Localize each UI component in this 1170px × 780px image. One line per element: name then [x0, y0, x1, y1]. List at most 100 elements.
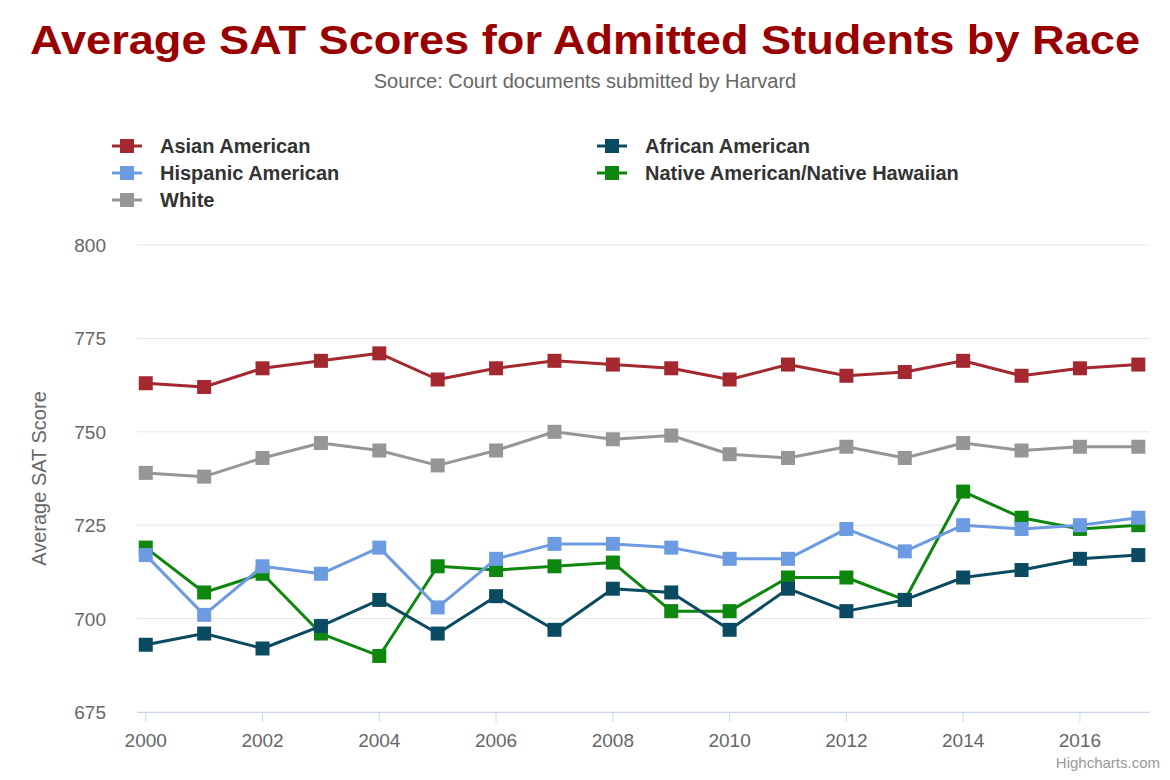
credits: Highcharts.com: [1056, 754, 1160, 771]
marker: [1073, 552, 1087, 566]
grid-line: [137, 712, 1150, 713]
marker: [723, 604, 737, 618]
y-axis-label: Average SAT Score: [28, 391, 50, 566]
marker: [723, 447, 737, 461]
marker: [839, 604, 853, 618]
plot-area: [139, 346, 1146, 663]
marker: [781, 451, 795, 465]
marker: [839, 369, 853, 383]
marker: [1131, 511, 1145, 525]
marker: [197, 608, 211, 622]
marker: [606, 582, 620, 596]
x-tick: [145, 712, 146, 722]
marker: [1131, 440, 1145, 454]
x-axis-line: [137, 712, 1150, 713]
y-tick-label: 725: [74, 515, 106, 536]
series-line: [146, 492, 1139, 656]
marker: [956, 354, 970, 368]
marker: [372, 541, 386, 555]
marker: [1073, 361, 1087, 375]
y-tick-label: 700: [74, 609, 106, 630]
x-tick: [1079, 712, 1080, 722]
title: Average SAT Scores for Admitted Students…: [30, 18, 1140, 62]
x-tick: [379, 712, 380, 722]
marker: [314, 619, 328, 633]
marker: [372, 443, 386, 457]
marker: [839, 571, 853, 585]
marker: [1073, 440, 1087, 454]
marker: [139, 466, 153, 480]
x-tick: [612, 712, 613, 722]
x-tick-label: 2012: [825, 730, 867, 751]
marker: [489, 552, 503, 566]
x-tick: [846, 712, 847, 722]
x-tick-label: 2008: [592, 730, 634, 751]
marker: [314, 354, 328, 368]
x-tick-label: 2000: [125, 730, 167, 751]
series: [139, 485, 1146, 663]
marker: [372, 593, 386, 607]
marker: [1131, 358, 1145, 372]
marker: [839, 522, 853, 536]
marker: [898, 365, 912, 379]
legend-label: African American: [645, 135, 810, 157]
y-tick-label: 750: [74, 422, 106, 443]
marker: [256, 361, 270, 375]
marker: [314, 436, 328, 450]
marker: [197, 627, 211, 641]
marker: [606, 358, 620, 372]
x-tick: [262, 712, 263, 722]
marker: [723, 623, 737, 637]
marker: [723, 372, 737, 386]
x-tick-label: 2016: [1059, 730, 1101, 751]
marker: [664, 541, 678, 555]
series-line: [146, 353, 1139, 387]
x-tick-label: 2006: [475, 730, 517, 751]
series: [139, 511, 1146, 622]
marker: [547, 537, 561, 551]
marker: [256, 451, 270, 465]
marker: [489, 589, 503, 603]
legend-label: Hispanic American: [160, 162, 339, 184]
y-tick-label: 800: [74, 235, 106, 256]
series: [139, 346, 1146, 394]
legend-label: Asian American: [160, 135, 310, 157]
marker: [723, 552, 737, 566]
chart: Average SAT Scores for Admitted Students…: [0, 0, 1170, 780]
marker: [431, 600, 445, 614]
marker: [547, 354, 561, 368]
x-tick-label: 2014: [942, 730, 985, 751]
marker: [1073, 518, 1087, 532]
marker: [956, 571, 970, 585]
marker: [372, 649, 386, 663]
series: [139, 548, 1146, 655]
marker: [1015, 522, 1029, 536]
x-tick: [729, 712, 730, 722]
grid-line: [137, 525, 1150, 526]
marker: [547, 623, 561, 637]
marker: [898, 544, 912, 558]
marker: [256, 559, 270, 573]
legend-marker: [120, 139, 134, 153]
marker: [197, 470, 211, 484]
marker: [139, 638, 153, 652]
legend-marker: [605, 166, 619, 180]
marker: [489, 361, 503, 375]
x-tick-label: 2002: [241, 730, 283, 751]
marker: [139, 376, 153, 390]
legend-marker: [120, 193, 134, 207]
marker: [431, 458, 445, 472]
marker: [956, 436, 970, 450]
marker: [372, 346, 386, 360]
marker: [664, 604, 678, 618]
marker: [431, 627, 445, 641]
grid-line: [137, 431, 1150, 432]
x-tick-label: 2004: [358, 730, 401, 751]
marker: [781, 358, 795, 372]
marker: [781, 552, 795, 566]
marker: [256, 641, 270, 655]
marker: [898, 451, 912, 465]
marker: [431, 559, 445, 573]
marker: [664, 361, 678, 375]
marker: [1015, 443, 1029, 457]
